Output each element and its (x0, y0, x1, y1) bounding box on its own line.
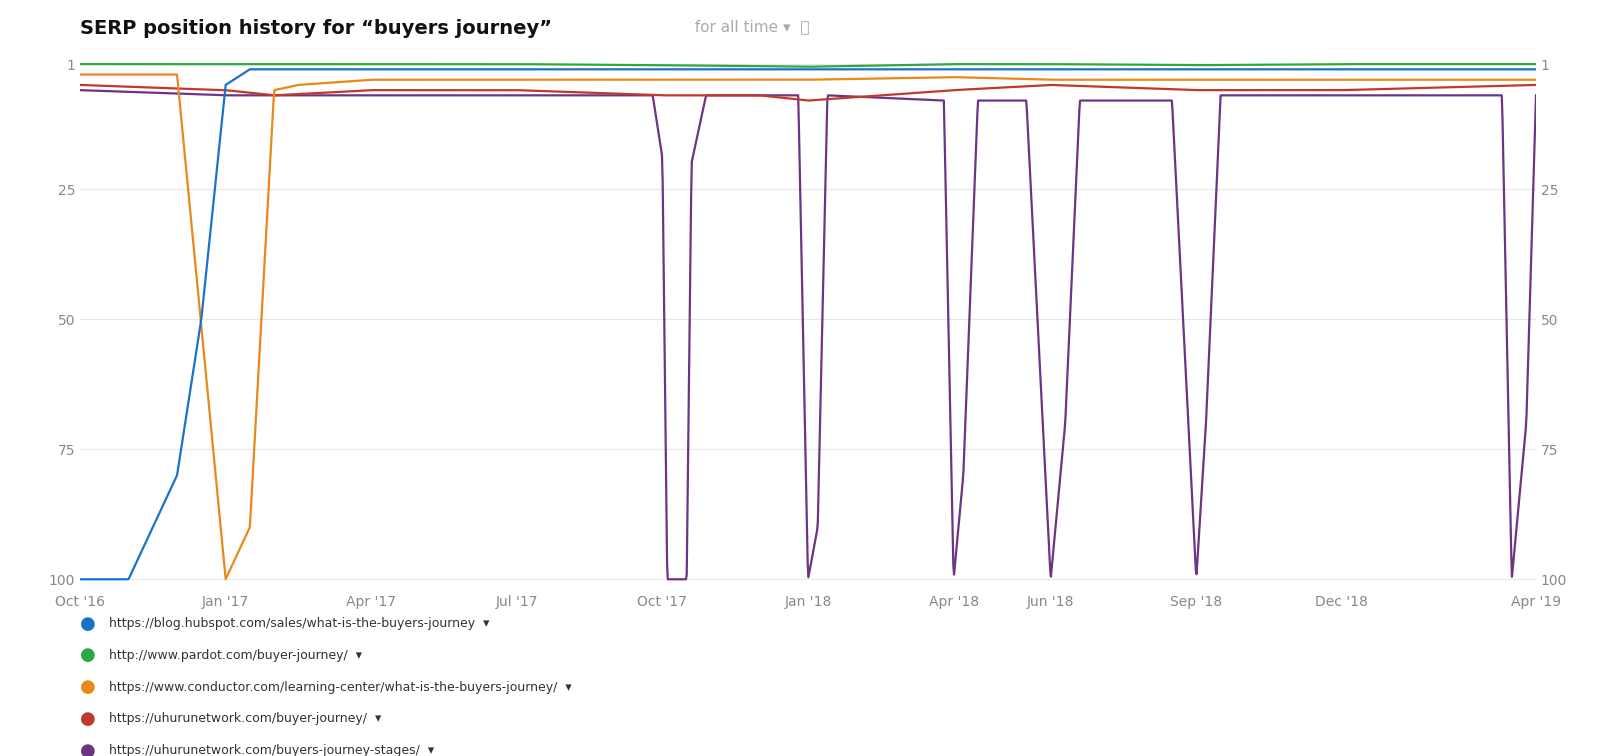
Text: http://www.pardot.com/buyer-journey/  ▾: http://www.pardot.com/buyer-journey/ ▾ (109, 649, 362, 662)
Text: ●: ● (80, 742, 96, 756)
Text: https://uhurunetwork.com/buyers-journey-stages/  ▾: https://uhurunetwork.com/buyers-journey-… (109, 744, 434, 756)
Text: https://blog.hubspot.com/sales/what-is-the-buyers-journey  ▾: https://blog.hubspot.com/sales/what-is-t… (109, 617, 490, 631)
Text: https://www.conductor.com/learning-center/what-is-the-buyers-journey/  ▾: https://www.conductor.com/learning-cente… (109, 680, 571, 694)
Text: ●: ● (80, 646, 96, 665)
Text: SERP position history for “buyers journey”: SERP position history for “buyers journe… (80, 19, 552, 38)
Text: ●: ● (80, 710, 96, 728)
Text: https://uhurunetwork.com/buyer-journey/  ▾: https://uhurunetwork.com/buyer-journey/ … (109, 712, 381, 726)
Text: ●: ● (80, 615, 96, 633)
Text: for all time ▾  ❓: for all time ▾ ❓ (685, 19, 810, 34)
Text: ●: ● (80, 678, 96, 696)
